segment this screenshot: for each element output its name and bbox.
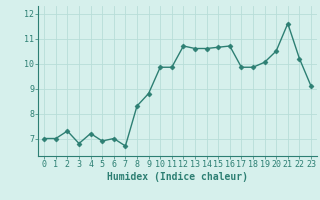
X-axis label: Humidex (Indice chaleur): Humidex (Indice chaleur) bbox=[107, 172, 248, 182]
